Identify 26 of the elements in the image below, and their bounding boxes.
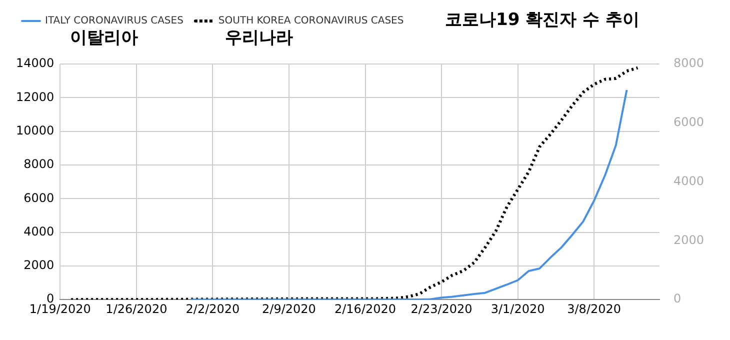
- y2-tick-label: 2000: [673, 232, 704, 247]
- x-tick-label: 1/26/2020: [106, 302, 168, 316]
- y-tick-label: 2000: [24, 258, 54, 272]
- y2-tick-label: 0: [673, 292, 682, 306]
- text: 이탈리아: [70, 27, 138, 49]
- x-tick-label: 3/8/2020: [567, 302, 622, 316]
- x-tick-label: 2/2/2020: [186, 302, 240, 316]
- line-series: [70, 66, 640, 300]
- x-tick-label: 2/16/2020: [334, 302, 396, 316]
- legend-label: SOUTH KOREA CORONAVIRUS CASES: [218, 16, 404, 27]
- y2-tick-label: 8000: [673, 56, 704, 70]
- x-tick-label: 2/23/2020: [410, 302, 472, 316]
- chart-title: 코로나19 확진자 수 추이: [445, 9, 640, 31]
- y-tick-label: 10000: [16, 123, 54, 138]
- y-tick-label: 4000: [24, 224, 54, 238]
- x-tick-label: 3/1/2020: [490, 302, 545, 316]
- y-tick-label: 8000: [24, 157, 54, 172]
- x-tick-label: 1/19/2020: [29, 302, 91, 316]
- x-tick-label: 2/9/2020: [262, 302, 316, 316]
- y-tick-label: 12000: [16, 90, 54, 104]
- y-tick-label: 14000: [16, 56, 54, 70]
- text: 우리나라: [225, 27, 293, 49]
- y2-tick-label: 4000: [673, 174, 704, 188]
- y2-tick-label: 6000: [673, 115, 704, 130]
- y-tick-label: 6000: [24, 190, 54, 205]
- legend-label: ITALY CORONAVIRUS CASES: [45, 16, 184, 27]
